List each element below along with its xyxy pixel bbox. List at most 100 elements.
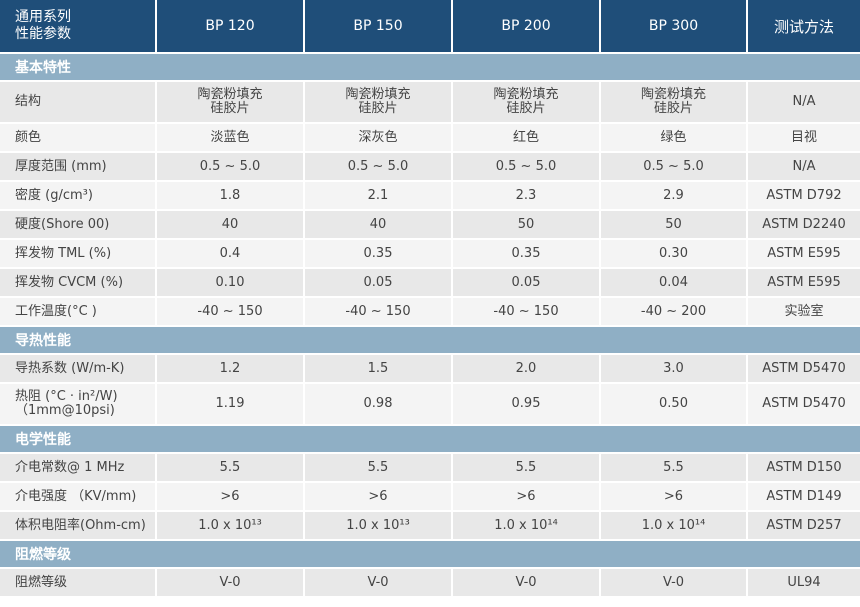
section-header-row: 导热性能 <box>0 327 860 355</box>
section-title: 导热性能 <box>0 327 860 355</box>
table-row: 介电常数@ 1 MHz 5.5 5.5 5.5 5.5 ASTM D150 <box>0 454 860 483</box>
value-cell: 1.0 x 10¹⁴ <box>453 512 601 541</box>
value-cell: 陶瓷粉填充 硅胶片 <box>305 82 453 124</box>
table-row: 挥发物 TML (%) 0.4 0.35 0.35 0.30 ASTM E595 <box>0 240 860 269</box>
value-cell: 淡蓝色 <box>157 124 305 153</box>
value-cell: 50 <box>601 211 748 240</box>
table-row: 阻燃等级 V-0 V-0 V-0 V-0 UL94 <box>0 569 860 598</box>
property-label: 颜色 <box>0 124 157 153</box>
section-header-row: 基本特性 <box>0 54 860 82</box>
value-cell-line: 硅胶片 <box>210 101 250 116</box>
value-cell: 50 <box>453 211 601 240</box>
value-cell: V-0 <box>305 569 453 598</box>
table-row: 颜色 淡蓝色 深灰色 红色 绿色 目视 <box>0 124 860 153</box>
table-row: 导热系数 (W/m-K) 1.2 1.5 2.0 3.0 ASTM D5470 <box>0 355 860 384</box>
value-cell: 1.0 x 10¹³ <box>157 512 305 541</box>
test-method-cell: 实验室 <box>748 298 860 327</box>
value-cell: 2.9 <box>601 182 748 211</box>
value-cell: 0.35 <box>453 240 601 269</box>
value-cell-line: 陶瓷粉填充 <box>640 87 706 102</box>
value-cell: -40 ~ 200 <box>601 298 748 327</box>
value-cell: 2.1 <box>305 182 453 211</box>
value-cell: 0.30 <box>601 240 748 269</box>
value-cell: 5.5 <box>157 454 305 483</box>
test-method-cell: ASTM D5470 <box>748 384 860 426</box>
property-label: 挥发物 TML (%) <box>0 240 157 269</box>
test-method-cell: ASTM D2240 <box>748 211 860 240</box>
value-cell: V-0 <box>453 569 601 598</box>
table-row: 介电强度 （KV/mm) >6 >6 >6 >6 ASTM D149 <box>0 483 860 512</box>
test-method-cell: ASTM E595 <box>748 269 860 298</box>
value-cell: 陶瓷粉填充 硅胶片 <box>453 82 601 124</box>
test-method-cell: 目视 <box>748 124 860 153</box>
value-cell: 0.5 ~ 5.0 <box>453 153 601 182</box>
section-header-row: 电学性能 <box>0 426 860 454</box>
value-cell: 1.2 <box>157 355 305 384</box>
property-label: 硬度(Shore 00) <box>0 211 157 240</box>
value-cell: >6 <box>453 483 601 512</box>
value-cell: 40 <box>157 211 305 240</box>
value-cell: 0.5 ~ 5.0 <box>305 153 453 182</box>
value-cell: 0.4 <box>157 240 305 269</box>
test-method-cell: UL94 <box>748 569 860 598</box>
value-cell: -40 ~ 150 <box>305 298 453 327</box>
test-method-cell: N/A <box>748 153 860 182</box>
table-row: 热阻 (°C · in²/W) （1mm@10psi) 1.19 0.98 0.95 0.… <box>0 384 860 426</box>
value-cell: >6 <box>601 483 748 512</box>
section-header-row: 阻燃等级 <box>0 541 860 569</box>
value-cell: 红色 <box>453 124 601 153</box>
value-cell: -40 ~ 150 <box>453 298 601 327</box>
value-cell: 0.05 <box>453 269 601 298</box>
test-method-cell: ASTM D5470 <box>748 355 860 384</box>
value-cell: 深灰色 <box>305 124 453 153</box>
value-cell: -40 ~ 150 <box>157 298 305 327</box>
value-cell: 0.5 ~ 5.0 <box>157 153 305 182</box>
value-cell: 0.04 <box>601 269 748 298</box>
property-label-line: 热阻 (°C · in²/W) <box>15 389 118 404</box>
property-label: 介电强度 （KV/mm) <box>0 483 157 512</box>
table-row: 结构 陶瓷粉填充 硅胶片 陶瓷粉填充 硅胶片 陶瓷粉填充 硅胶片 陶瓷粉填充 硅胶片 N/A <box>0 82 860 124</box>
test-method-cell: ASTM E595 <box>748 240 860 269</box>
section-title: 基本特性 <box>0 54 860 82</box>
table-row: 体积电阻率(Ohm-cm) 1.0 x 10¹³ 1.0 x 10¹³ 1.0 x 1… <box>0 512 860 541</box>
property-label: 挥发物 CVCM (%) <box>0 269 157 298</box>
value-cell: 3.0 <box>601 355 748 384</box>
table-row: 硬度(Shore 00) 40 40 50 50 ASTM D2240 <box>0 211 860 240</box>
value-cell: 5.5 <box>601 454 748 483</box>
property-label: 体积电阻率(Ohm-cm) <box>0 512 157 541</box>
property-label: 阻燃等级 <box>0 569 157 598</box>
value-cell: 陶瓷粉填充 硅胶片 <box>601 82 748 124</box>
value-cell: 2.0 <box>453 355 601 384</box>
value-cell-line: 陶瓷粉填充 <box>345 87 411 102</box>
series-header-line2: 性能参数 <box>15 26 71 42</box>
value-cell: 1.0 x 10¹³ <box>305 512 453 541</box>
section-title: 电学性能 <box>0 426 860 454</box>
product-header-bp120: BP 120 <box>157 0 305 54</box>
property-label: 热阻 (°C · in²/W) （1mm@10psi) <box>0 384 157 426</box>
test-method-cell: ASTM D257 <box>748 512 860 541</box>
value-cell: 1.0 x 10¹⁴ <box>601 512 748 541</box>
test-method-cell: ASTM D792 <box>748 182 860 211</box>
value-cell: V-0 <box>157 569 305 598</box>
value-cell: 1.5 <box>305 355 453 384</box>
property-label: 结构 <box>0 82 157 124</box>
property-label: 厚度范围 (mm) <box>0 153 157 182</box>
test-method-cell: ASTM D150 <box>748 454 860 483</box>
value-cell: 1.19 <box>157 384 305 426</box>
property-label: 密度 (g/cm³) <box>0 182 157 211</box>
table-body: 基本特性 结构 陶瓷粉填充 硅胶片 陶瓷粉填充 硅胶片 陶瓷粉填充 硅胶片 陶瓷粉填充 硅胶片 N/… <box>0 54 860 598</box>
method-header: 测试方法 <box>748 0 860 54</box>
value-cell-line: 硅胶片 <box>506 101 546 116</box>
table-row: 挥发物 CVCM (%) 0.10 0.05 0.05 0.04 ASTM E595 <box>0 269 860 298</box>
value-cell: 5.5 <box>453 454 601 483</box>
table-row: 厚度范围 (mm) 0.5 ~ 5.0 0.5 ~ 5.0 0.5 ~ 5.0 0.5 … <box>0 153 860 182</box>
table-row: 密度 (g/cm³) 1.8 2.1 2.3 2.9 ASTM D792 <box>0 182 860 211</box>
product-header-bp200: BP 200 <box>453 0 601 54</box>
value-cell: V-0 <box>601 569 748 598</box>
value-cell: 0.05 <box>305 269 453 298</box>
product-header-bp300: BP 300 <box>601 0 748 54</box>
value-cell: 0.95 <box>453 384 601 426</box>
property-label: 导热系数 (W/m-K) <box>0 355 157 384</box>
value-cell: 0.98 <box>305 384 453 426</box>
